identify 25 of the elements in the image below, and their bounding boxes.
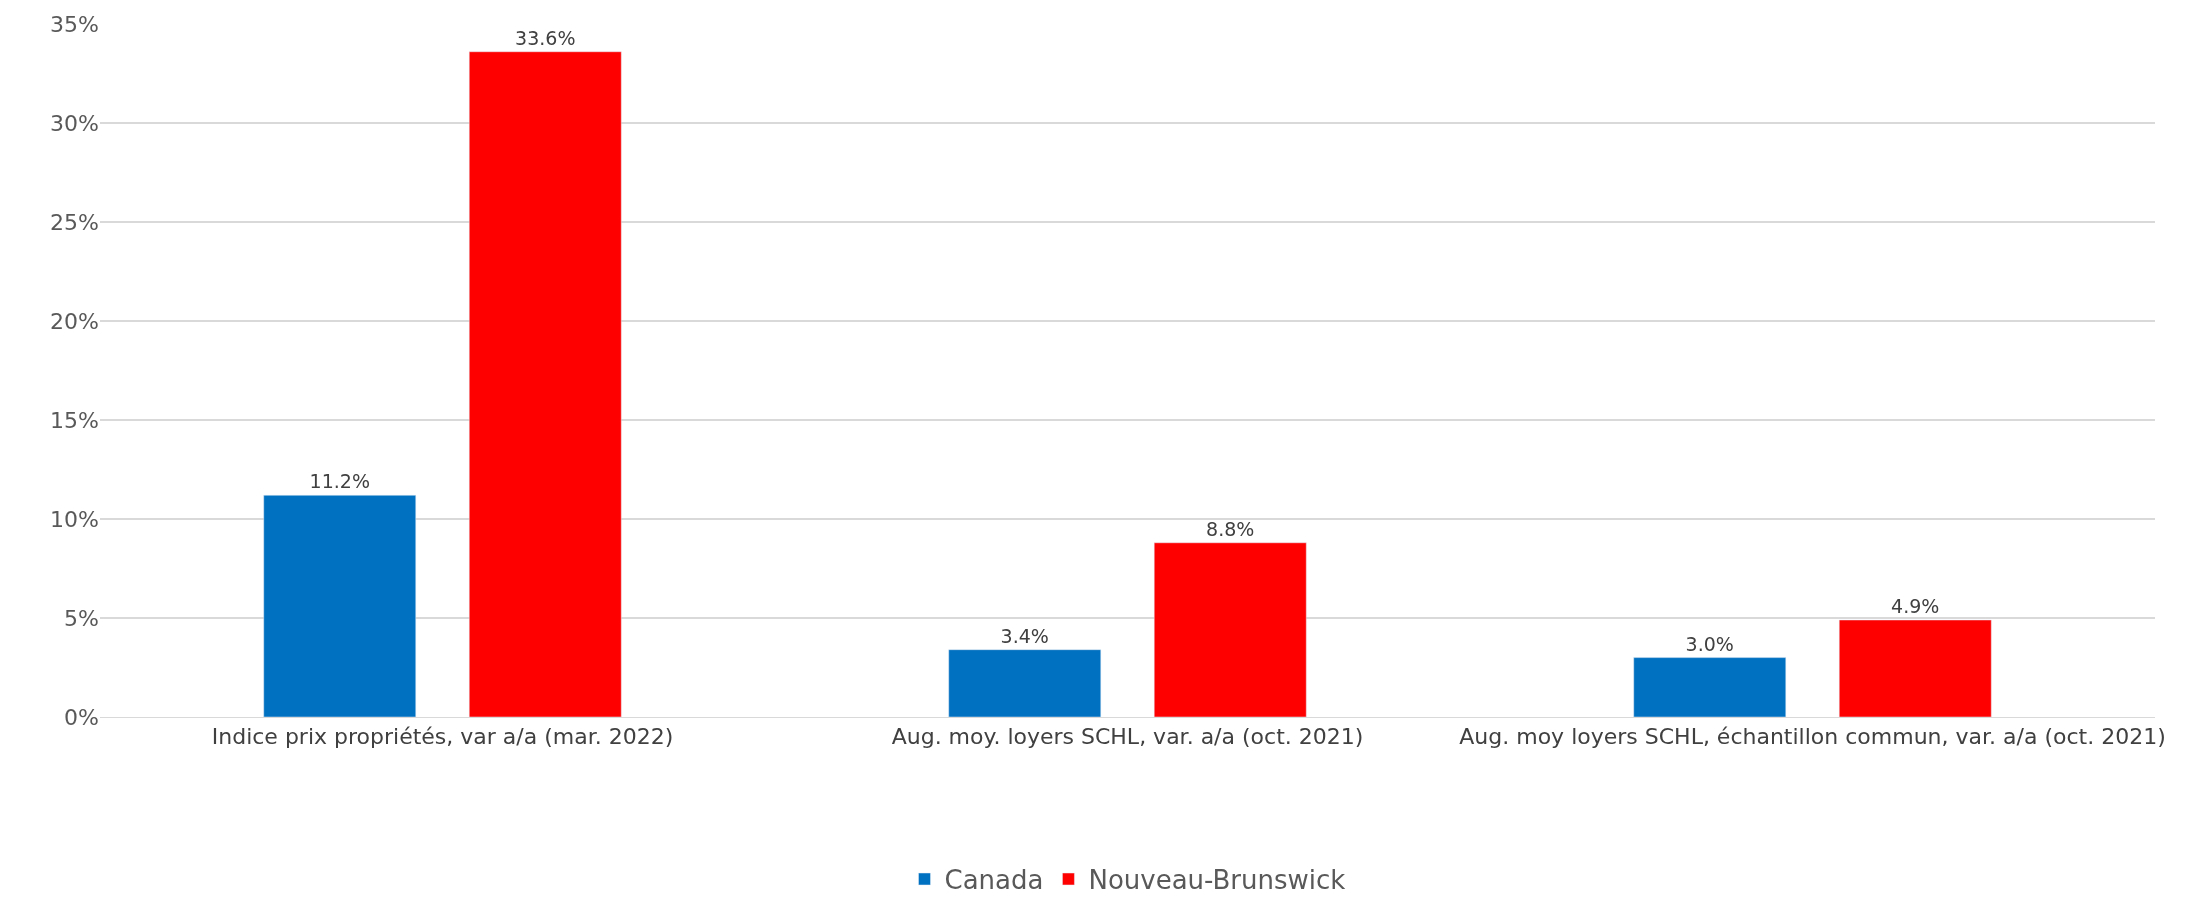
x-tick-label: Aug. moy loyers SCHL, échantillon commun, var. a/a (oct. 2021): [1459, 724, 2166, 750]
x-tick-label: Indice prix propriétés, var a/a (mar. 2022): [211, 724, 674, 750]
y-tick-label: 10%: [50, 506, 99, 532]
data-label: 11.2%: [309, 470, 370, 493]
data-label: 4.9%: [1891, 594, 1940, 617]
bar: [1838, 619, 1992, 717]
data-label: 8.8%: [1206, 517, 1255, 540]
data-label: 3.0%: [1685, 632, 1734, 655]
x-tick-label: Aug. moy. loyers SCHL, var. a/a (oct. 2021): [891, 724, 1364, 750]
y-tick-label: 25%: [50, 209, 99, 235]
data-label: 33.6%: [515, 26, 576, 49]
y-tick-label: 35%: [50, 11, 99, 37]
bar: [263, 494, 417, 717]
y-tick-label: 30%: [50, 110, 99, 136]
bar: [468, 51, 622, 717]
y-tick-label: 20%: [50, 308, 99, 334]
bar: [1633, 657, 1787, 717]
bar: [1153, 542, 1307, 717]
y-tick-label: 5%: [64, 605, 99, 631]
y-tick-label: 0%: [64, 704, 99, 730]
bar: [948, 649, 1102, 717]
y-tick-label: 15%: [50, 407, 99, 433]
data-label: 3.4%: [1000, 624, 1049, 647]
legend-label: Nouveau-Brunswick: [1088, 865, 1346, 896]
legend-label: Canada: [944, 865, 1044, 896]
